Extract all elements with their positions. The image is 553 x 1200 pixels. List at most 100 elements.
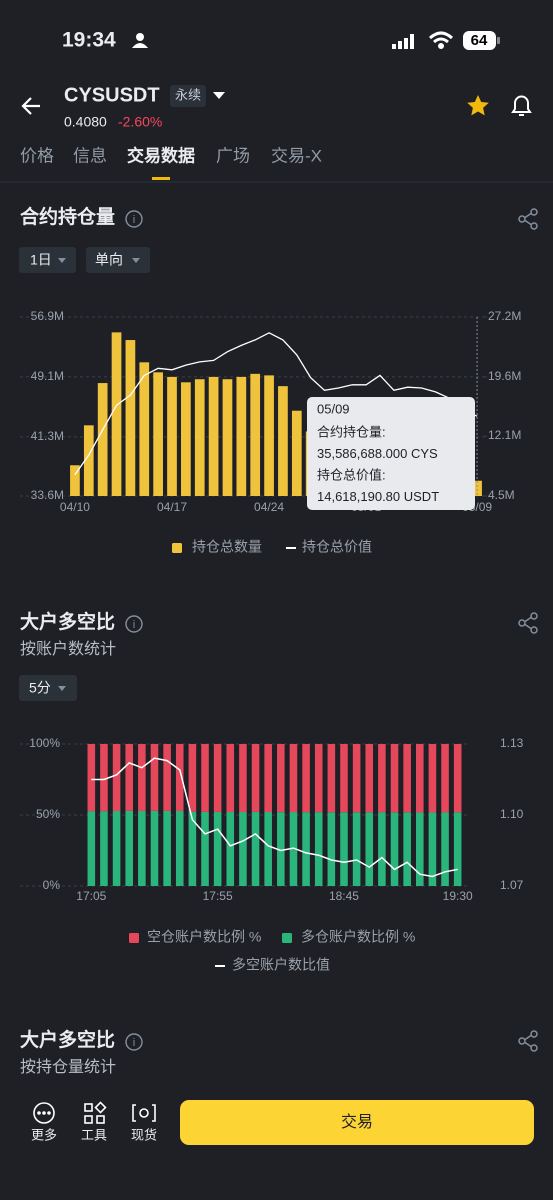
status-time: 19:34 bbox=[62, 29, 116, 52]
filter-bg[interactable] bbox=[86, 247, 150, 273]
tools-icon[interactable] bbox=[84, 1101, 107, 1124]
bar bbox=[100, 744, 108, 812]
bar bbox=[251, 744, 260, 812]
bar bbox=[125, 744, 134, 811]
y2-tick-label: 1.13 bbox=[500, 736, 524, 750]
tab[interactable]: 交易-X bbox=[271, 146, 322, 165]
trade-button[interactable] bbox=[180, 1100, 534, 1145]
nav-tools[interactable]: 工具 bbox=[81, 1127, 107, 1142]
bar bbox=[365, 812, 374, 886]
info-icon[interactable]: i bbox=[125, 1033, 143, 1051]
x-tick-label: 18:45 bbox=[329, 889, 359, 903]
filter-interval[interactable]: 5分 bbox=[29, 680, 51, 696]
line-series bbox=[91, 757, 458, 878]
y-tick-label: 50% bbox=[36, 807, 60, 821]
long-short-chart: 0% 50% 100% 1.07 1.10 1.13 17:05 17:55 18:45 19:3… bbox=[20, 736, 524, 973]
y2-tick-label: 1.07 bbox=[500, 878, 524, 892]
x-tick-label: 17:05 bbox=[76, 889, 106, 903]
share-button[interactable] bbox=[518, 208, 538, 230]
person-icon bbox=[132, 33, 148, 48]
bar bbox=[70, 465, 80, 496]
bar bbox=[138, 811, 146, 886]
legend-label: 多空账户数比值 bbox=[232, 957, 330, 973]
info-icon[interactable]: i bbox=[125, 210, 143, 228]
price-change: -2.60% bbox=[118, 114, 162, 130]
bar bbox=[153, 372, 163, 496]
legend-label: 多仓账户数比例 % bbox=[301, 929, 415, 945]
symbol[interactable]: CYSUSDT bbox=[64, 84, 160, 106]
filter-bg[interactable] bbox=[19, 675, 77, 701]
bar bbox=[208, 376, 219, 496]
y2-tick-label: 19.6M bbox=[488, 369, 521, 383]
bar bbox=[264, 744, 272, 813]
wifi-icon bbox=[428, 31, 454, 49]
bar bbox=[378, 812, 386, 886]
favorite-button[interactable] bbox=[467, 95, 489, 116]
section-title: 大户多空比 bbox=[20, 610, 115, 633]
trade-button-label[interactable]: 交易 bbox=[341, 1113, 373, 1131]
bar bbox=[415, 812, 424, 886]
legend-label: 持仓总数量 bbox=[192, 539, 262, 555]
bar bbox=[415, 744, 424, 813]
tab-bar: 价格 信息 交易数据 广场 交易-X bbox=[20, 145, 322, 165]
tab[interactable]: 广场 bbox=[216, 146, 250, 165]
section-subtitle: 按账户数统计 bbox=[20, 640, 116, 658]
y-tick-label: 49.1M bbox=[31, 369, 64, 383]
bar bbox=[139, 362, 150, 496]
symbol-dropdown[interactable] bbox=[213, 92, 225, 99]
section-title: 合约持仓量 bbox=[20, 205, 115, 228]
bar bbox=[340, 744, 348, 813]
battery-icon bbox=[463, 31, 496, 50]
share-button[interactable] bbox=[518, 1030, 538, 1052]
share-button[interactable] bbox=[518, 612, 538, 634]
bar bbox=[163, 810, 171, 886]
more-icon[interactable] bbox=[33, 1102, 55, 1124]
dropdown-caret bbox=[132, 258, 140, 263]
battery-level: 64 bbox=[471, 32, 488, 49]
y-tick-label: 41.3M bbox=[31, 429, 64, 443]
bar bbox=[97, 383, 108, 496]
bar bbox=[277, 744, 285, 813]
bar bbox=[150, 810, 159, 886]
tooltip-title: 05/09 bbox=[317, 401, 350, 416]
contract-tag: 永续 bbox=[175, 87, 201, 102]
tab[interactable]: 信息 bbox=[73, 146, 107, 165]
bar bbox=[352, 744, 361, 813]
bar bbox=[327, 744, 336, 813]
bar bbox=[472, 480, 482, 496]
nav-more[interactable]: 更多 bbox=[31, 1127, 57, 1142]
back-button[interactable] bbox=[21, 97, 40, 115]
bar bbox=[428, 744, 437, 813]
dropdown-caret bbox=[58, 686, 66, 691]
bar bbox=[87, 811, 96, 886]
spot-icon[interactable] bbox=[132, 1104, 156, 1122]
alert-button[interactable] bbox=[511, 95, 532, 116]
nav-spot[interactable]: 现货 bbox=[131, 1127, 157, 1142]
x-tick-label: 17:55 bbox=[203, 889, 233, 903]
bar bbox=[428, 812, 437, 886]
bar bbox=[163, 744, 171, 811]
bar bbox=[289, 812, 298, 886]
y-tick-label: 56.9M bbox=[31, 309, 64, 323]
tab[interactable]: 交易数据 bbox=[127, 145, 195, 165]
filter-interval[interactable]: 1日 bbox=[30, 252, 52, 268]
bar bbox=[302, 812, 310, 886]
bar bbox=[314, 812, 323, 886]
tab[interactable]: 价格 bbox=[20, 146, 54, 165]
filter-mode[interactable]: 单向 bbox=[95, 252, 123, 268]
battery-tip bbox=[497, 37, 500, 44]
info-icon[interactable]: i bbox=[125, 615, 143, 633]
bar bbox=[327, 812, 336, 886]
bar bbox=[236, 376, 247, 496]
y-tick-label: 0% bbox=[43, 878, 61, 892]
bar bbox=[226, 812, 235, 886]
filter-bg[interactable] bbox=[19, 247, 76, 273]
bar bbox=[213, 744, 222, 812]
legend-swatch bbox=[172, 543, 182, 553]
bar bbox=[314, 744, 323, 813]
x-tick-label: 19:30 bbox=[443, 889, 473, 903]
dropdown-caret bbox=[58, 258, 66, 263]
tooltip bbox=[307, 397, 475, 510]
